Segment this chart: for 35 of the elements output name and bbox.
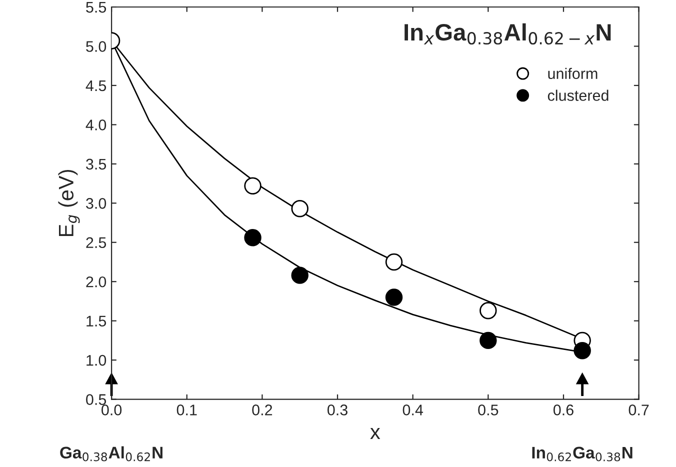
text: Ga$_{0.38}$Al$_{0.62}$N [60,446,162,462]
legend-label: clustered [548,90,608,101]
y-tick-label: 3.5 [86,158,106,170]
x-tick-label: 0.1 [176,404,197,416]
point [291,200,308,218]
point [385,253,403,271]
x-axis-title: x [370,428,380,440]
x-tick-label: 0.7 [628,404,649,416]
y-tick-label: 2.5 [86,237,106,248]
x-tick-label: 0.3 [327,404,348,416]
y-tick-label: 5.5 [86,2,106,13]
legend-label: uniform [548,68,598,80]
x-tick-label: 0.2 [252,404,272,416]
y-tick-label: 5.0 [86,41,106,52]
point [244,177,262,194]
point [574,342,591,360]
y-tick-label: 4.5 [86,80,106,92]
y-tick-label: 3.0 [86,198,106,209]
y-tick-label: 1.0 [86,354,106,366]
x-tick-label: 0.6 [553,404,574,416]
point [385,288,403,306]
y-tick-label: 4.0 [86,120,106,130]
text: In$_{0.62}$Ga$_{0.38}$N [532,446,632,462]
y-tick-label: 0.5 [86,394,106,405]
point [244,229,262,246]
y-axis-title: E$_{g}$ (eV) [58,170,80,236]
point [480,302,497,320]
point [480,332,497,350]
x-tick-label: 0.4 [402,404,424,416]
y-tick-label: 1.5 [86,316,106,327]
x-tick-label: 0.0 [102,404,122,416]
point [291,266,308,284]
y-tick-label: 2.0 [86,276,106,288]
text: In$_{x}$Ga$_{0.38}$Al$_{0.62−x}$N [404,23,611,45]
x-tick-label: 0.5 [478,404,498,416]
